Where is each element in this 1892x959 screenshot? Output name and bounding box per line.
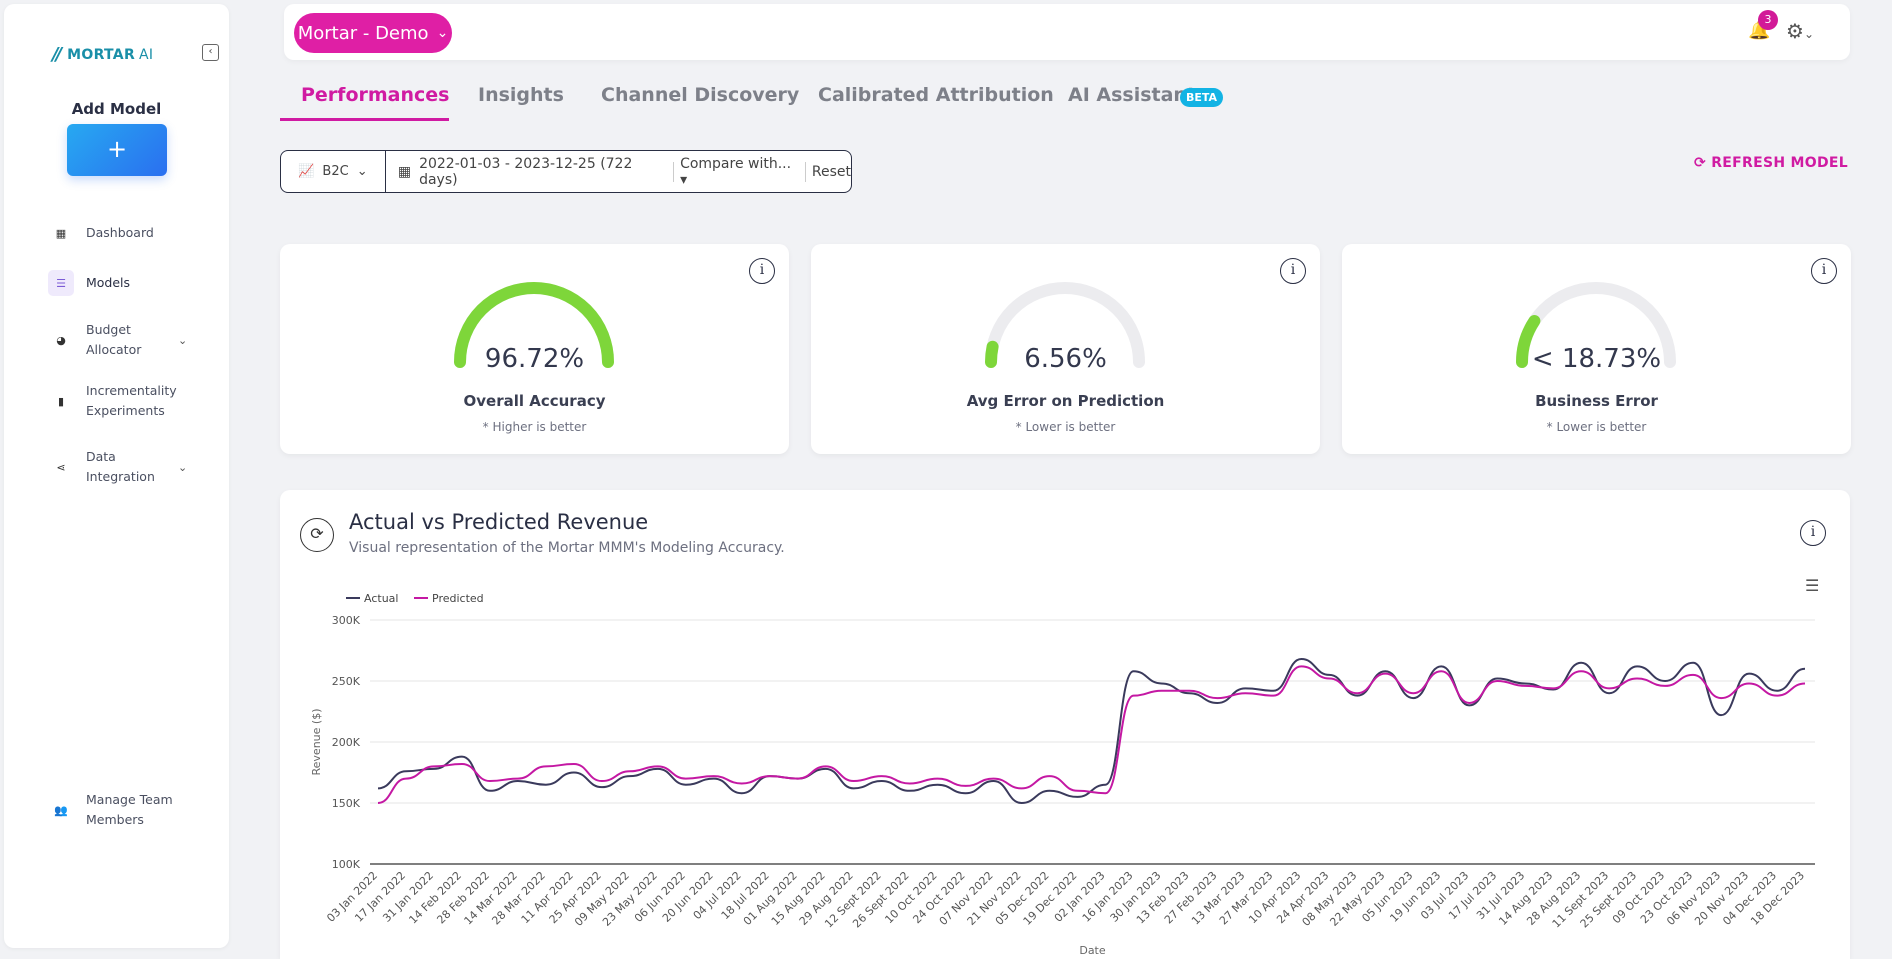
refresh-icon: ⟳ bbox=[1694, 155, 1707, 171]
chevron-down-icon: ⌄ bbox=[436, 25, 449, 41]
metric-label: Overall Accuracy bbox=[463, 392, 606, 410]
logo[interactable]: // MORTAR AI bbox=[52, 44, 153, 65]
tab-ai-assistant[interactable]: AI Assistant bbox=[1068, 84, 1197, 106]
top-bar: Mortar - Demo ⌄ 🔔 3 ⚙⌄ bbox=[284, 4, 1850, 60]
gauge-fill bbox=[454, 282, 614, 368]
legend-label: Predicted bbox=[432, 592, 484, 605]
date-range-picker[interactable]: ▦ 2022-01-03 - 2023-12-25 (722 days) bbox=[386, 156, 667, 188]
accuracy-gauge bbox=[454, 282, 614, 368]
tab-insights[interactable]: Insights bbox=[478, 84, 564, 106]
sidebar-item-label: Incrementality Experiments bbox=[86, 383, 177, 418]
info-icon[interactable]: i bbox=[1280, 258, 1306, 284]
chevron-down-icon[interactable]: ⌄ bbox=[178, 333, 188, 347]
org-label: Mortar - Demo bbox=[297, 22, 429, 44]
sidebar: // MORTAR AI ‹ Add Model + ▦ Dashboard ☰… bbox=[4, 4, 229, 948]
list-icon: ☰ bbox=[48, 270, 74, 296]
sidebar-item-label: Data Integration bbox=[86, 449, 155, 484]
sidebar-item-manage-team[interactable]: 👥 Manage Team Members bbox=[48, 790, 181, 830]
business-error-gauge bbox=[1516, 282, 1676, 368]
pie-icon: ◕ bbox=[56, 333, 66, 347]
sidebar-item-data-integration[interactable]: ⋖ Data Integration ⌄ bbox=[48, 447, 187, 487]
sidebar-item-label: Manage Team Members bbox=[86, 792, 173, 827]
y-axis-label: Revenue ($) bbox=[310, 709, 323, 776]
segment-label: B2C bbox=[322, 164, 349, 179]
divider bbox=[804, 161, 806, 182]
date-range-label: 2022-01-03 - 2023-12-25 (722 days) bbox=[419, 155, 633, 188]
info-icon[interactable]: i bbox=[1811, 258, 1837, 284]
metric-card-accuracy: i 96.72% Overall Accuracy * Higher is be… bbox=[280, 244, 789, 454]
logo-text: MORTAR bbox=[67, 46, 136, 63]
grid-icon: ▦ bbox=[55, 226, 67, 240]
y-tick-label: 200K bbox=[332, 736, 361, 749]
chart-subtitle: Visual representation of the Mortar MMM'… bbox=[349, 540, 785, 556]
series-line-predicted bbox=[377, 665, 1806, 804]
metric-hint: * Higher is better bbox=[482, 420, 587, 434]
chevron-down-icon[interactable]: ⌄ bbox=[178, 460, 188, 474]
tab-calibrated-attribution[interactable]: Calibrated Attribution bbox=[818, 84, 1054, 106]
reset-button[interactable]: Reset bbox=[811, 163, 851, 180]
chart-menu-icon[interactable]: ☰ bbox=[1805, 576, 1820, 595]
chart-title: Actual vs Predicted Revenue bbox=[349, 510, 649, 534]
divider bbox=[673, 161, 675, 182]
x-axis-label: Date bbox=[1079, 944, 1106, 957]
add-model-title: Add Model bbox=[71, 100, 162, 118]
sidebar-item-label: Models bbox=[86, 275, 131, 290]
metric-hint: * Lower is better bbox=[1546, 420, 1647, 434]
metric-label: Business Error bbox=[1535, 392, 1658, 410]
revenue-chart-panel: ⟳ Actual vs Predicted Revenue Visual rep… bbox=[280, 490, 1850, 959]
sidebar-item-models[interactable]: ☰ Models bbox=[48, 270, 181, 296]
sidebar-item-label: Dashboard bbox=[86, 225, 154, 240]
filter-bar: 📈 B2C ⌄ ▦ 2022-01-03 - 2023-12-25 (722 d… bbox=[280, 150, 852, 193]
compare-dropdown[interactable]: Compare with... ▾ bbox=[680, 156, 799, 188]
refresh-model-label: REFRESH MODEL bbox=[1711, 155, 1848, 171]
gauge-fill bbox=[985, 340, 999, 368]
add-model-button[interactable]: + bbox=[67, 124, 167, 176]
calendar-icon: ▦ bbox=[397, 163, 412, 180]
info-icon[interactable]: i bbox=[1800, 520, 1826, 546]
metric-label: Avg Error on Prediction bbox=[966, 392, 1165, 410]
notification-badge: 3 bbox=[1758, 10, 1778, 30]
segment-selector[interactable]: 📈 B2C ⌄ bbox=[281, 151, 386, 192]
y-tick-label: 100K bbox=[332, 858, 361, 871]
beta-badge: BETA bbox=[1180, 88, 1224, 107]
org-selector-button[interactable]: Mortar - Demo ⌄ bbox=[294, 13, 452, 53]
caret-down-icon: ▾ bbox=[680, 171, 688, 188]
sidebar-item-incrementality-experiments[interactable]: ▮ Incrementality Experiments bbox=[48, 381, 181, 421]
sidebar-item-label: Budget Allocator bbox=[86, 322, 142, 357]
legend-label: Actual bbox=[364, 592, 398, 605]
line-chart-icon: 📈 bbox=[298, 164, 315, 179]
metric-card-avg-error: i 6.56% Avg Error on Prediction * Lower … bbox=[811, 244, 1320, 454]
sidebar-item-budget-allocator[interactable]: ◕ Budget Allocator ⌄ bbox=[48, 320, 187, 360]
avg-error-gauge bbox=[985, 282, 1145, 368]
chevron-down-icon: ⌄ bbox=[356, 164, 368, 179]
metric-hint: * Lower is better bbox=[1015, 420, 1116, 434]
gear-icon[interactable]: ⚙⌄ bbox=[1786, 19, 1814, 43]
metric-value: 6.56% bbox=[1024, 344, 1107, 374]
logo-ai-text: AI bbox=[139, 46, 154, 63]
series-line-actual bbox=[377, 658, 1806, 805]
gauge-fill bbox=[1516, 314, 1541, 368]
metric-value: < 18.73% bbox=[1531, 344, 1662, 374]
compare-label: Compare with... bbox=[680, 155, 792, 172]
bar-chart-icon: ▮ bbox=[57, 394, 65, 408]
refresh-model-button[interactable]: ⟳ REFRESH MODEL bbox=[1694, 155, 1848, 171]
share-icon: ⋖ bbox=[56, 460, 66, 474]
y-tick-label: 150K bbox=[332, 797, 361, 810]
tab-performances[interactable]: Performances bbox=[301, 84, 450, 106]
metric-value: 96.72% bbox=[484, 344, 585, 374]
active-tab-indicator bbox=[280, 118, 449, 121]
y-tick-label: 250K bbox=[332, 675, 361, 688]
logo-mark-icon: // bbox=[52, 44, 62, 65]
gauge-track bbox=[985, 282, 1145, 368]
y-tick-label: 300K bbox=[332, 614, 361, 627]
users-icon: 👥 bbox=[54, 803, 68, 817]
info-icon[interactable]: i bbox=[749, 258, 775, 284]
tab-channel-discovery[interactable]: Channel Discovery bbox=[601, 84, 800, 106]
metric-card-business-error: i < 18.73% Business Error * Lower is bet… bbox=[1342, 244, 1851, 454]
sidebar-item-dashboard[interactable]: ▦ Dashboard bbox=[48, 220, 181, 246]
collapse-sidebar-icon[interactable]: ‹ bbox=[202, 44, 219, 61]
refresh-chart-icon[interactable]: ⟳ bbox=[300, 518, 334, 552]
